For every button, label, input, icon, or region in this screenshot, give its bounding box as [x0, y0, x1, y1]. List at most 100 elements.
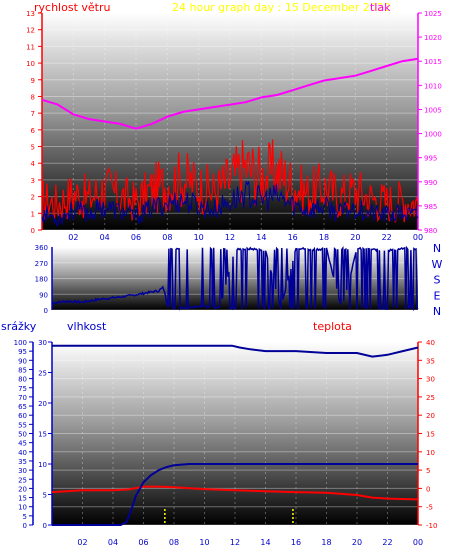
time-tick-label: 06 — [138, 538, 148, 547]
time-tick-label: 08 — [162, 233, 172, 242]
time-tick-label: 10 — [199, 538, 209, 547]
pressure-tick-label: 980 — [424, 227, 437, 235]
time-tick-label: 20 — [352, 538, 362, 547]
time-tick-label: 12 — [230, 538, 240, 547]
wind-time-axis-ticks: 02 04 06 08 10 12 14 16 18 20 22 00 — [68, 233, 423, 242]
rain-tick-label: 30 — [38, 339, 47, 347]
wind-tick-label: 0 — [31, 227, 35, 235]
time-tick-label: 18 — [319, 233, 329, 242]
compass-label: S — [434, 274, 441, 287]
wind-tick-label: 8 — [31, 93, 35, 101]
pressure-tick-label: 990 — [424, 179, 437, 187]
direction-tick-label: 270 — [35, 260, 48, 268]
temperature-title: teplota — [313, 320, 352, 333]
temperature-tick-label: 30 — [426, 376, 435, 384]
time-tick-label: 04 — [100, 233, 110, 242]
humidity-tick-label: 75 — [18, 385, 27, 393]
compass-label: N — [433, 305, 441, 318]
temperature-tick-label: 35 — [426, 357, 435, 365]
temperature-tick-label: -10 — [426, 522, 437, 530]
humidity-tick-label: 85 — [18, 366, 27, 374]
pressure-title: tlak — [370, 1, 391, 14]
humidity-tick-label: 50 — [18, 431, 27, 439]
humidity-tick-label: 80 — [18, 376, 27, 384]
wind-gust-line — [41, 139, 419, 223]
wind-tick-label: 7 — [31, 110, 35, 118]
wind-tick-label: 10 — [26, 60, 35, 68]
humidity-tick-label: 55 — [18, 421, 27, 429]
time-tick-label: 12 — [225, 233, 235, 242]
humidity-tick-label: 20 — [18, 485, 27, 493]
rain-cumulative-line — [52, 463, 418, 526]
humidity-time-axis-ticks: 02 04 06 08 10 12 14 16 18 20 22 00 — [77, 538, 423, 547]
compass-label: N — [433, 242, 441, 255]
time-tick-label: 22 — [382, 538, 392, 547]
rain-tick-label: 10 — [38, 461, 47, 469]
temperature-tick-label: 40 — [426, 339, 435, 347]
rain-tick-label: 0 — [43, 522, 47, 530]
wind-pressure-series — [41, 57, 419, 228]
humidity-tick-label: 70 — [18, 394, 27, 402]
pressure-tick-label: 1025 — [424, 10, 442, 18]
time-tick-label: 18 — [321, 538, 331, 547]
graph-day-title: 24 hour graph day : 15 December 2022 — [172, 1, 391, 14]
pressure-line — [41, 57, 419, 130]
pressure-tick-label: 985 — [424, 203, 437, 211]
humidity-title: vlhkost — [67, 320, 107, 333]
pressure-tick-label: 1010 — [424, 82, 442, 90]
humidity-tick-label: 40 — [18, 449, 27, 457]
temperature-tick-label: 15 — [426, 431, 435, 439]
pressure-tick-label: 1000 — [424, 131, 442, 139]
temperature-line — [51, 485, 419, 501]
rain-tick-label: 20 — [38, 400, 47, 408]
direction-tick-label: 180 — [35, 276, 48, 284]
time-tick-label: 02 — [77, 538, 87, 547]
humidity-tick-label: 90 — [18, 357, 27, 365]
rain-tick-label: 15 — [38, 431, 47, 439]
wind-direction-line — [51, 245, 419, 312]
wind-tick-label: 2 — [31, 194, 35, 202]
pressure-tick-label: 995 — [424, 155, 437, 163]
humidity-tick-label: 15 — [18, 495, 27, 503]
time-tick-label: 00 — [413, 538, 423, 547]
time-tick-label: 14 — [256, 233, 266, 242]
humidity-tick-label: 100 — [14, 339, 27, 347]
rain-tick-label: 25 — [38, 370, 47, 378]
temperature-tick-label: 0 — [426, 485, 430, 493]
wind-tick-label: 11 — [26, 43, 35, 51]
humidity-tick-label: 5 — [23, 513, 27, 521]
wind-tick-label: 5 — [31, 144, 35, 152]
rain-axis-ticks: 0 5 10 15 20 25 30 — [38, 339, 52, 530]
humidity-tick-label: 30 — [18, 467, 27, 475]
time-tick-label: 06 — [131, 233, 141, 242]
wind-tick-label: 9 — [31, 77, 35, 85]
time-tick-label: 08 — [169, 538, 179, 547]
time-tick-label: 22 — [382, 233, 392, 242]
humidity-tick-label: 10 — [18, 504, 27, 512]
humidity-tick-label: 45 — [18, 440, 27, 448]
yellow-marker-lines — [164, 509, 294, 525]
humidity-tick-label: 60 — [18, 412, 27, 420]
direction-tick-label: 360 — [35, 244, 48, 252]
temperature-tick-label: 5 — [426, 467, 430, 475]
wind-tick-label: 1 — [31, 210, 35, 218]
pressure-tick-label: 1020 — [424, 34, 442, 42]
wind-direction-series — [51, 245, 419, 312]
pressure-tick-label: 1015 — [424, 58, 442, 66]
pressure-tick-label: 1005 — [424, 106, 442, 114]
wind-tick-label: 13 — [26, 10, 35, 18]
humidity-tick-label: 65 — [18, 403, 27, 411]
time-tick-label: 02 — [68, 233, 78, 242]
temperature-axis-ticks: -10 -5 0 5 10 15 20 25 30 35 40 — [418, 339, 437, 530]
wind-speed-line — [41, 180, 419, 228]
temperature-tick-label: 20 — [426, 412, 435, 420]
wind-tick-label: 3 — [31, 177, 35, 185]
wind-speed-title: rychlost větru — [34, 1, 110, 14]
time-tick-label: 00 — [413, 233, 423, 242]
wind-tick-label: 6 — [31, 127, 36, 135]
